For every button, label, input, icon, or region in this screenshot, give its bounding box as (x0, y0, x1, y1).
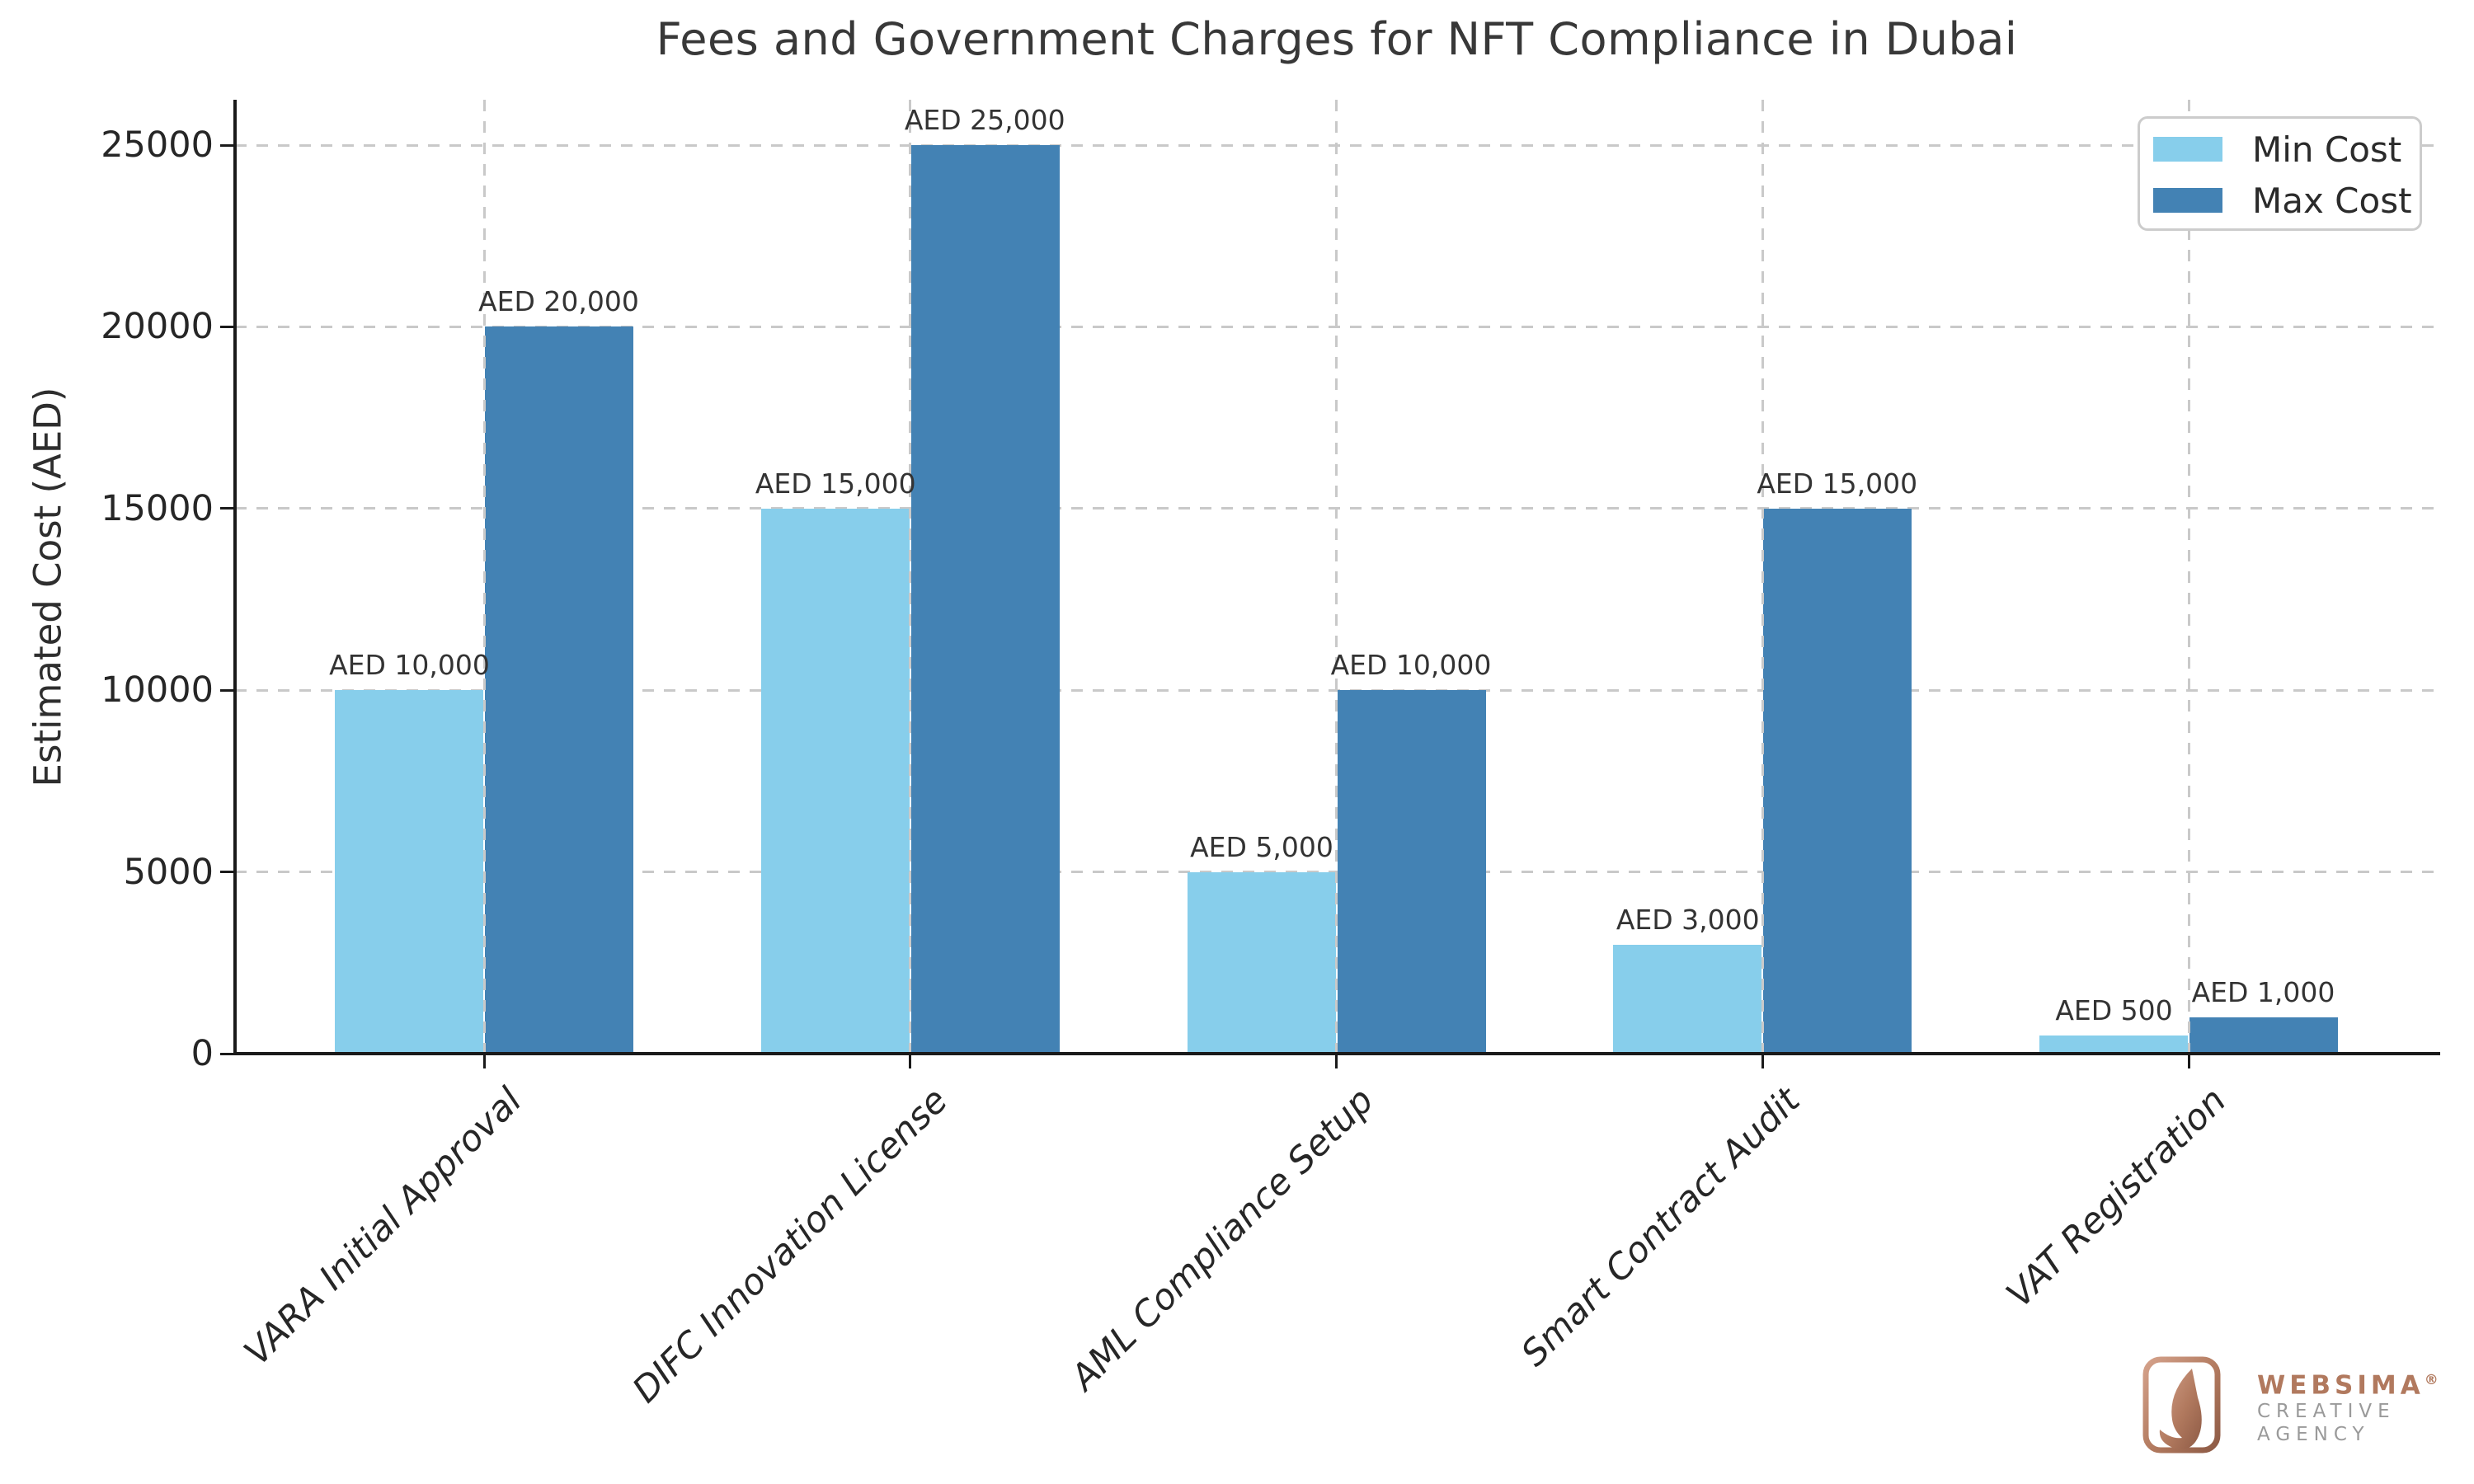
registered-mark: ® (2424, 1372, 2439, 1388)
bar-value-label: AED 10,000 (1330, 649, 1492, 682)
bar-value-label: AED 20,000 (478, 285, 639, 318)
y-tick-label: 0 (190, 1033, 214, 1074)
v-gridline (1335, 100, 1338, 1054)
x-tick-mark (1761, 1054, 1764, 1068)
x-tick-label: Smart Contract Audit (1513, 1080, 1808, 1375)
legend-row: Min Cost (2153, 124, 2420, 175)
x-tick-mark (1335, 1054, 1338, 1068)
y-tick-label: 25000 (101, 124, 214, 167)
websima-logo-icon (2142, 1356, 2221, 1453)
x-tick-mark (2187, 1054, 2190, 1068)
bar-value-label: AED 3,000 (1616, 903, 1760, 936)
chart-title: Fees and Government Charges for NFT Comp… (656, 13, 2018, 65)
bar-value-label: AED 10,000 (329, 649, 490, 682)
bar-value-label: AED 15,000 (755, 467, 916, 500)
legend-label: Max Cost (2252, 180, 2412, 221)
y-tick-label: 10000 (101, 669, 214, 711)
v-gridline (909, 100, 912, 1054)
legend-row: Max Cost (2153, 175, 2420, 226)
min-cost-bar (2039, 1035, 2188, 1054)
y-tick-mark (220, 1052, 235, 1055)
max-cost-bar (1337, 690, 1486, 1054)
watermark-subtitle-1: CREATIVE (2257, 1401, 2396, 1423)
watermark-text: WEBSIMA® CREATIVE AGENCY (2257, 1356, 2439, 1453)
min-cost-bar (1187, 871, 1336, 1054)
watermark: WEBSIMA® CREATIVE AGENCY (2142, 1356, 2439, 1453)
y-tick-mark (220, 688, 235, 692)
max-cost-bar (910, 145, 1060, 1054)
max-cost-bar (1763, 508, 1912, 1054)
y-axis-spine (233, 100, 237, 1055)
y-tick-label: 15000 (101, 487, 214, 529)
bar-value-label: AED 5,000 (1190, 830, 1333, 863)
legend-swatch (2153, 137, 2222, 162)
max-cost-bar (2189, 1017, 2338, 1054)
x-tick-label: VARA Initial Approval (236, 1080, 530, 1374)
websima-swoosh-icon (2159, 1369, 2202, 1449)
legend-label: Min Cost (2252, 129, 2402, 170)
y-tick-mark (220, 871, 235, 874)
bar-value-label: AED 1,000 (2191, 975, 2335, 1008)
x-axis-spine (233, 1052, 2440, 1055)
y-tick-mark (220, 325, 235, 328)
x-tick-label: VAT Registration (1998, 1080, 2235, 1316)
v-gridline (1761, 100, 1764, 1054)
min-cost-bar (760, 508, 910, 1054)
bar-value-label: AED 15,000 (1757, 467, 1918, 500)
bar-value-label: AED 25,000 (904, 104, 1065, 137)
legend: Min Cost Max Cost (2138, 116, 2422, 231)
x-tick-label: DIFC Innovation License (624, 1080, 957, 1411)
x-tick-label: AML Compliance Setup (1063, 1080, 1382, 1399)
v-gridline (482, 100, 486, 1054)
v-gridline (2187, 100, 2190, 1054)
bar-value-label: AED 500 (2055, 993, 2173, 1026)
y-axis-label: Estimated Cost (AED) (26, 387, 70, 787)
x-tick-mark (482, 1054, 486, 1068)
watermark-subtitle-2: AGENCY (2257, 1424, 2370, 1446)
x-tick-mark (909, 1054, 912, 1068)
max-cost-bar (485, 326, 633, 1054)
min-cost-bar (1613, 944, 1762, 1054)
y-tick-label: 5000 (123, 851, 214, 893)
y-tick-mark (220, 143, 235, 147)
y-tick-mark (220, 507, 235, 510)
watermark-brand: WEBSIMA® (2257, 1370, 2439, 1401)
min-cost-bar (335, 690, 483, 1054)
legend-swatch (2153, 188, 2222, 213)
y-tick-label: 20000 (101, 306, 214, 348)
